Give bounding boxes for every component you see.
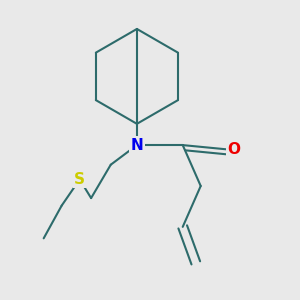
Text: O: O <box>227 142 240 158</box>
Text: N: N <box>130 138 143 153</box>
Text: S: S <box>74 172 85 187</box>
